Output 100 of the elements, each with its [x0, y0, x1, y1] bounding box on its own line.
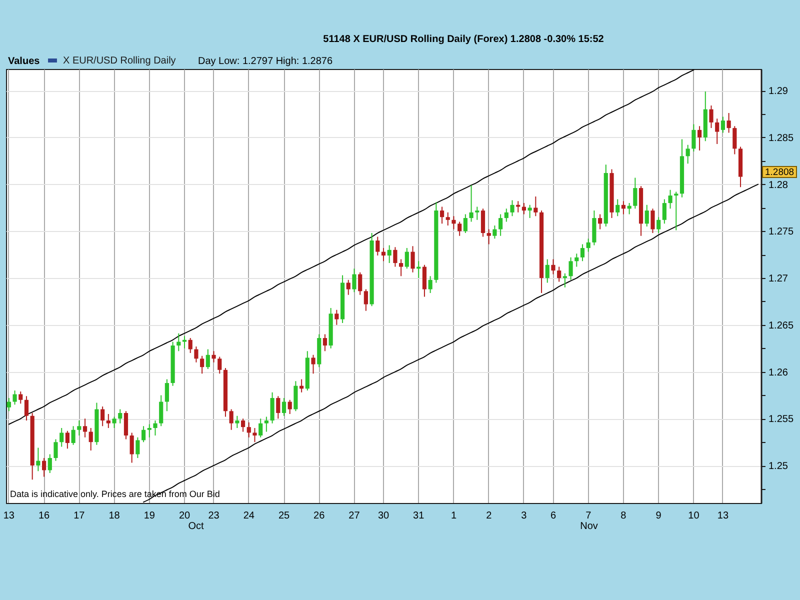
- x-tick-label: 10: [688, 510, 700, 522]
- candlestick: [136, 436, 140, 459]
- x-tick-label: 1: [450, 510, 457, 522]
- candlestick: [12, 390, 17, 406]
- candlestick: [77, 420, 82, 436]
- candlestick: [376, 236, 380, 256]
- candlestick: [692, 124, 696, 152]
- y-tick-label: 1.27: [768, 274, 788, 285]
- x-tick-label: 19: [144, 510, 156, 522]
- candlestick: [557, 266, 562, 282]
- candlestick: [364, 288, 368, 312]
- candlestick: [486, 228, 491, 245]
- candlestick: [164, 378, 169, 412]
- x-tick-label: 9: [656, 510, 662, 522]
- x-tick-label: 8: [620, 510, 627, 522]
- candlestick: [106, 413, 110, 429]
- candlestick: [650, 208, 655, 234]
- y-tick-label: 1.26: [768, 367, 788, 378]
- candlestick: [322, 334, 328, 352]
- candlestick: [463, 214, 468, 234]
- candlestick: [522, 202, 526, 215]
- candlestick: [709, 105, 714, 129]
- candlestick: [580, 244, 585, 262]
- candlestick: [288, 399, 292, 414]
- candlestick: [720, 116, 726, 134]
- candlestick: [36, 447, 40, 472]
- candlestick: [118, 408, 122, 424]
- candlestick: [644, 204, 649, 227]
- x-tick-label: 2: [486, 510, 492, 522]
- candlestick: [458, 221, 462, 236]
- x-tick-label: 3: [521, 510, 528, 522]
- candlestick: [176, 332, 181, 352]
- candlestick: [656, 216, 661, 234]
- candlestick: [422, 264, 427, 298]
- candlestick: [60, 428, 64, 448]
- candlestick: [346, 279, 350, 296]
- candlestick: [516, 200, 520, 213]
- candlestick: [153, 420, 158, 436]
- candlestick: [574, 253, 579, 268]
- candlestick: [598, 214, 602, 230]
- candlestick: [662, 198, 666, 224]
- candlestick: [352, 268, 356, 293]
- candlestick: [568, 256, 573, 280]
- candlestick: [200, 355, 204, 374]
- x-tick-label: 25: [278, 510, 290, 522]
- candlestick: [264, 416, 268, 432]
- candlestick: [732, 126, 737, 155]
- candlestick: [480, 208, 486, 238]
- y-tick-label: 1.275: [768, 226, 794, 238]
- candlestick: [258, 418, 263, 438]
- candlestick: [282, 398, 286, 416]
- candlestick: [410, 246, 415, 273]
- candlestick: [147, 424, 152, 438]
- candlestick: [686, 144, 690, 164]
- candlestick: [206, 348, 210, 370]
- candlestick: [510, 200, 514, 217]
- candlestick: [159, 394, 164, 427]
- candlestick: [668, 189, 672, 210]
- y-tick-label: 1.29: [768, 86, 788, 98]
- chart-title: 51148 X EUR/USD Rolling Daily (Forex) 1.2808 -0.30% 15:52: [323, 34, 604, 45]
- candlestick: [246, 422, 251, 438]
- candlestick: [252, 428, 257, 443]
- candlestick: [276, 396, 280, 420]
- x-tick-label: 27: [348, 510, 360, 522]
- x-tick-label: 16: [38, 510, 50, 522]
- candlestick: [428, 276, 432, 294]
- candlestick: [124, 410, 128, 440]
- x-tick-label: 26: [314, 510, 326, 522]
- candlestick: [674, 191, 678, 231]
- x-tick-label: 30: [378, 510, 390, 522]
- candlestick: [240, 418, 246, 432]
- candlestick: [270, 392, 274, 424]
- candlestick: [586, 238, 590, 252]
- candlestick: [218, 356, 222, 374]
- candlestick: [399, 258, 404, 277]
- candlestick: [551, 258, 556, 275]
- x-tick-label: 13: [717, 510, 729, 522]
- candlestick: [715, 118, 720, 144]
- x-tick-label: 6: [550, 510, 556, 522]
- x-tick-label: 31: [413, 510, 425, 522]
- candlestick: [504, 208, 508, 222]
- candlestick: [212, 350, 216, 363]
- candlestick: [381, 248, 386, 262]
- candlestick: [616, 198, 620, 217]
- candlestick: [194, 346, 198, 363]
- candlestick: [446, 212, 450, 226]
- candlestick: [469, 184, 474, 222]
- text: Day Low: 1.2797 High: 1.2876: [198, 56, 333, 67]
- candlestick: [562, 272, 567, 288]
- candlestick: [294, 380, 298, 412]
- x-tick-label: 17: [74, 510, 86, 522]
- candlestick: [452, 216, 456, 230]
- candlestick: [42, 458, 46, 478]
- text: X EUR/USD Rolling Daily: [63, 56, 176, 66]
- candlestick: [229, 408, 234, 430]
- candlestick: [18, 390, 23, 404]
- candlestick: [65, 430, 70, 450]
- line-series: [8, 69, 694, 425]
- candlestick: [393, 246, 398, 268]
- candlestick: [141, 426, 146, 443]
